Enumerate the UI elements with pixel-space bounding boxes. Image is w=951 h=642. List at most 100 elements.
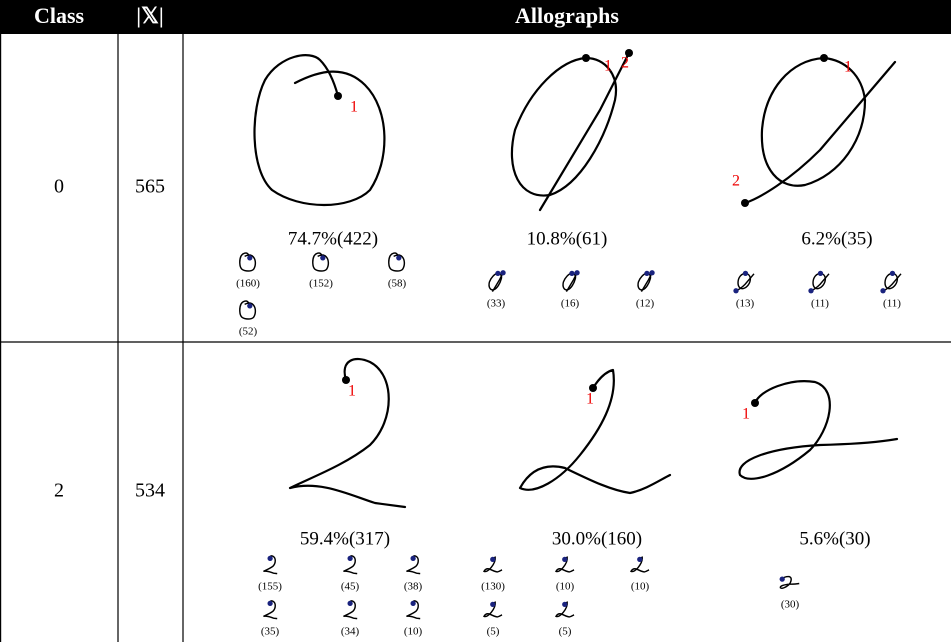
count-cell: 534 <box>135 480 165 502</box>
thumb-stroke <box>388 252 406 272</box>
thumb-stroke <box>554 556 575 573</box>
sub-count: (5) <box>559 626 572 638</box>
sub-count: (33) <box>487 298 506 310</box>
sub-count: (13) <box>736 298 755 310</box>
sub-count: (10) <box>404 626 423 638</box>
stroke-order-label: 1 <box>348 383 356 400</box>
allograph: 1 2 6.2%(35) (13) (11) (11) <box>732 54 902 310</box>
stroke-order-label: 2 <box>732 173 740 190</box>
sub-count: (160) <box>236 278 260 290</box>
header-cell: Class <box>34 3 85 28</box>
thumb-dot <box>889 270 896 276</box>
thumb-dot <box>490 601 496 607</box>
sub-count: (38) <box>404 581 423 593</box>
sub-count: (52) <box>239 326 258 338</box>
thumb-dot <box>637 556 643 562</box>
start-dot <box>334 92 342 100</box>
sub-count: (10) <box>556 581 575 593</box>
thumb-dot <box>490 556 496 562</box>
sub-allograph <box>779 575 800 589</box>
thumb-dot <box>267 600 273 607</box>
sub-allograph <box>343 600 358 620</box>
thumb-dot <box>500 270 506 276</box>
glyph-stroke <box>760 56 867 187</box>
sub-count: (155) <box>258 581 282 593</box>
thumb-stroke <box>343 555 358 575</box>
thumb-dot <box>562 556 568 562</box>
sub-allograph <box>880 270 902 294</box>
thumb-dot <box>569 270 575 276</box>
thumb-dot <box>495 270 501 276</box>
thumb-stroke <box>239 300 257 320</box>
header-cell: |𝕏| <box>136 3 163 28</box>
thumb-dot <box>320 255 326 261</box>
sub-allograph <box>637 270 655 292</box>
allograph: 1 2 10.8%(61) (33) (16) (12) <box>487 49 655 310</box>
thumb-stroke <box>779 575 800 589</box>
thumb-dot <box>410 600 416 607</box>
thumb-stroke <box>884 272 899 290</box>
sub-count: (10) <box>631 581 650 593</box>
thumb-dot <box>247 303 253 309</box>
thumb-dot <box>817 270 824 276</box>
start-dot <box>589 384 597 392</box>
thumb-dot <box>733 288 739 294</box>
start-dot <box>741 199 749 207</box>
sub-allograph <box>808 270 830 294</box>
glyph-stroke <box>538 51 631 212</box>
share-label: 30.0%(160) <box>552 528 642 549</box>
thumb-stroke <box>343 600 358 620</box>
header-cell: Allographs <box>515 3 619 28</box>
start-dot <box>820 54 828 62</box>
thumb-stroke <box>263 555 278 575</box>
glyph-stroke <box>288 357 407 509</box>
sub-allograph <box>239 252 257 272</box>
start-dot <box>582 54 590 62</box>
allograph: 1 30.0%(160) (130) (10) (10) (5) (5) <box>481 368 672 638</box>
thumb-dot <box>347 600 353 607</box>
start-dot <box>342 376 350 384</box>
thumb-stroke <box>554 601 575 618</box>
sub-count: (130) <box>481 581 505 593</box>
thumb-stroke <box>629 556 650 573</box>
thumb-stroke <box>406 555 421 575</box>
sub-count: (152) <box>309 278 333 290</box>
thumb-dot <box>247 255 253 261</box>
stroke-order-label: 1 <box>844 59 852 76</box>
stroke-order-label: 1 <box>350 99 358 116</box>
sub-allograph <box>239 300 257 320</box>
sub-count: (11) <box>883 298 901 310</box>
thumb-dot <box>410 555 416 562</box>
allograph: 1 5.6%(30) (30) <box>738 380 899 611</box>
thumb-dot <box>808 288 814 294</box>
thumb-dot <box>267 555 273 562</box>
share-label: 6.2%(35) <box>801 228 872 249</box>
sub-count: (12) <box>636 298 655 310</box>
stroke-order-label: 1 <box>742 406 750 423</box>
sub-allograph <box>482 601 503 618</box>
thumb-dot <box>574 270 580 276</box>
thumb-dot <box>779 576 785 582</box>
thumb-stroke <box>482 556 503 573</box>
allograph: 1 59.4%(317) (155) (45) (38) (35) (34) (10) <box>258 357 423 638</box>
thumb-stroke <box>812 272 827 290</box>
thumb-stroke <box>239 252 257 272</box>
glyph-stroke <box>510 56 618 197</box>
sub-allograph <box>263 600 278 620</box>
sub-allograph <box>263 555 278 575</box>
sub-count: (30) <box>781 599 800 611</box>
sub-allograph <box>312 252 330 272</box>
glyph-stroke <box>518 368 672 495</box>
sub-count: (45) <box>341 581 360 593</box>
start-dot <box>625 49 633 57</box>
sub-allograph <box>629 556 650 573</box>
thumb-stroke <box>312 252 330 272</box>
share-label: 74.7%(422) <box>288 228 378 249</box>
class-cell: 2 <box>54 480 64 502</box>
sub-allograph <box>406 555 421 575</box>
thumb-dot <box>396 255 402 261</box>
thumb-dot <box>880 288 886 294</box>
sub-allograph <box>488 270 506 292</box>
stroke-order-label: 1 <box>586 391 594 408</box>
